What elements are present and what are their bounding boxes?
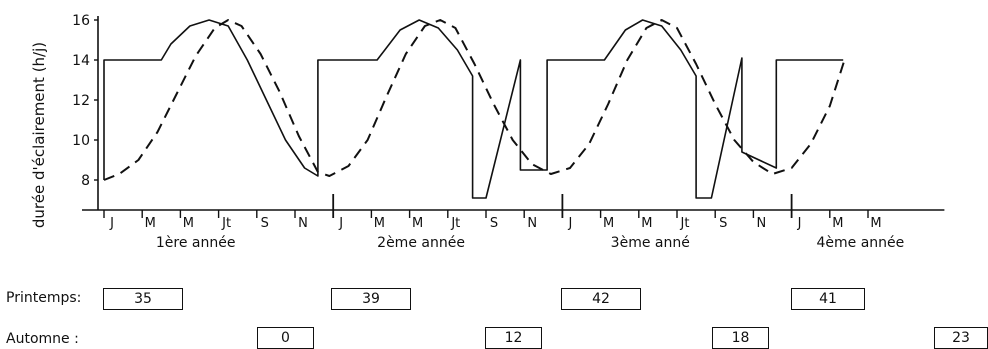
x-tick-label: M	[412, 216, 423, 231]
experimental-photoperiod-curve	[103, 19, 844, 199]
natural-daylength-curve	[103, 19, 847, 181]
x-tick-label: N	[757, 216, 767, 231]
x-tick-label: M	[641, 216, 652, 231]
x-tick-label: J	[338, 216, 343, 231]
automne-label: Automne :	[6, 331, 79, 347]
y-tick-label: 14	[72, 53, 90, 69]
printemps-value-box: 42	[561, 288, 641, 310]
y-tick-label: 10	[72, 133, 90, 149]
printemps-label: Printemps:	[6, 290, 82, 306]
printemps-value-box: 35	[103, 288, 183, 310]
automne-value-box: 0	[257, 327, 314, 349]
x-tick-label: J	[109, 216, 114, 231]
x-tick-label: M	[183, 216, 194, 231]
printemps-value-box: 41	[791, 288, 865, 310]
printemps-value-box: 39	[331, 288, 411, 310]
x-tick-label: S	[261, 216, 269, 231]
x-tick-label: M	[145, 216, 156, 231]
x-tick-label: N	[527, 216, 537, 231]
year-label: 3ème anné	[611, 235, 690, 251]
y-axis-label: durée d'éclairement (h/j)	[30, 42, 48, 228]
x-tick-label: J	[797, 216, 802, 231]
x-tick-label: Jt	[221, 216, 231, 231]
automne-value-box: 23	[934, 327, 988, 349]
x-tick-label: M	[603, 216, 614, 231]
x-tick-label: Jt	[450, 216, 460, 231]
x-tick-label: M	[832, 216, 843, 231]
year-label: 4ème année	[816, 235, 904, 251]
x-tick-label: Jt	[680, 216, 690, 231]
year-label: 1ère année	[156, 235, 236, 251]
x-tick-label: S	[490, 216, 498, 231]
x-tick-label: N	[298, 216, 308, 231]
automne-value-box: 12	[485, 327, 542, 349]
x-tick-label: M	[870, 216, 881, 231]
x-tick-label: S	[719, 216, 727, 231]
x-tick-label: J	[567, 216, 572, 231]
automne-value-box: 18	[712, 327, 769, 349]
y-tick-label: 8	[81, 173, 90, 189]
y-tick-label: 12	[72, 93, 90, 109]
x-tick-label: M	[374, 216, 385, 231]
y-tick-label: 16	[72, 13, 90, 29]
year-label: 2ème année	[377, 235, 465, 251]
chart: durée d'éclairement (h/j) 8 10 12 14 16 J M M Jt…	[30, 13, 945, 251]
